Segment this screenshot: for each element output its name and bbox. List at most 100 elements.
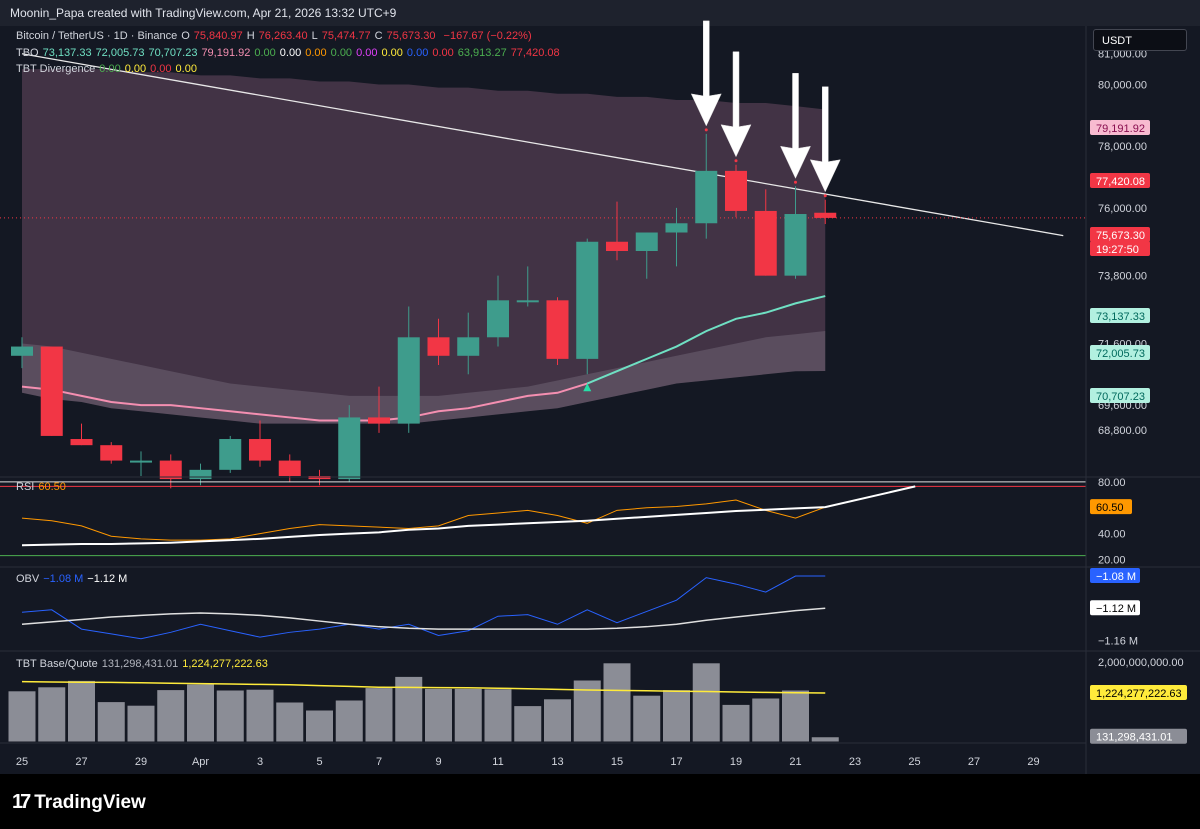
- candle-body: [516, 300, 539, 303]
- rsi-legend: RSI 60.50: [16, 481, 70, 493]
- resistance-dot: [823, 194, 827, 198]
- volume-bar: [424, 687, 453, 743]
- trendline: [21, 53, 1064, 237]
- price-axis-tick: 81,000.00: [1098, 49, 1147, 61]
- rsi-axis-tick: 40.00: [1098, 529, 1126, 541]
- tbo-fast-line-teal: [586, 295, 826, 385]
- price-badge-label: 70,707.23: [1096, 391, 1145, 403]
- obv-ma-badge: [1090, 600, 1140, 616]
- time-axis-tick: 9: [435, 756, 441, 768]
- time-axis-tick: 27: [75, 756, 87, 768]
- divergence-values: 0.00 0.00 0.00 0.00: [99, 63, 201, 75]
- time-axis-tick: 29: [135, 756, 147, 768]
- volume-bar: [721, 703, 751, 743]
- rsi-line: [21, 499, 826, 541]
- ohlc-value-C: 75,673.30: [386, 30, 436, 42]
- divergence-legend: TBT Divergence 0.00 0.00 0.00 0.00: [16, 63, 205, 75]
- rsi-label: RSI: [16, 481, 35, 493]
- tbo-fast-line-pink: [21, 382, 588, 422]
- candle-body: [546, 300, 569, 359]
- tbo-cloud: [22, 69, 826, 424]
- tradingview-logo[interactable]: 17 TradingView: [12, 791, 146, 814]
- time-axis-tick: 15: [611, 756, 623, 768]
- time-axis-tick: 25: [16, 756, 28, 768]
- price-change: −167.67 (−0.22%): [443, 30, 532, 42]
- price-axis-tick: 78,000.00: [1098, 141, 1147, 153]
- price-badge: [1090, 241, 1150, 256]
- volume-bar: [275, 701, 305, 743]
- candle-body: [576, 241, 599, 359]
- rsi-pane: [0, 481, 1086, 557]
- currency-button[interactable]: USDT: [1093, 29, 1187, 51]
- candle-body: [368, 417, 390, 424]
- volume-bar: [215, 689, 245, 743]
- volume-pane: [7, 662, 840, 743]
- tradingview-logo-icon: 17: [12, 791, 31, 813]
- footer: [0, 774, 1200, 829]
- chart-canvas[interactable]: 81,000.0080,000.0078,000.0077,000.0076,0…: [0, 0, 1200, 774]
- volume-legend: TBT Base/Quote 131,298,431.01 1,224,277,22…: [16, 658, 272, 670]
- candle-body: [11, 346, 33, 356]
- resistance-dot: [704, 128, 708, 132]
- tbo-values: 73,137.33 72,005.73 70,707.23 79,191.92 0.00…: [43, 47, 564, 59]
- time-axis-tick: 29: [1027, 756, 1039, 768]
- candle-body: [665, 223, 688, 233]
- price-badge: [1090, 227, 1150, 242]
- candle-body: [70, 439, 93, 446]
- rsi-badge: [1090, 499, 1132, 515]
- volume-bar: [126, 704, 156, 743]
- volume-bar: [334, 699, 364, 743]
- tbo-value: 0.00: [381, 47, 403, 59]
- time-axis-tick: 21: [789, 756, 801, 768]
- volume-bar: [632, 694, 662, 743]
- resistance-dot: [734, 159, 738, 163]
- time-axis-tick: Apr: [192, 756, 209, 768]
- tbo-value: 0.00: [406, 47, 429, 59]
- obv-line: [21, 575, 826, 640]
- price-badge: [1090, 345, 1150, 360]
- time-axis-tick: 19: [730, 756, 742, 768]
- rsi-badge-label: 60.50: [1096, 502, 1124, 514]
- volume-ma-badge-label: 1,224,277,222.63: [1096, 688, 1182, 700]
- symbol-label: Bitcoin / TetherUS · 1D · Binance: [16, 30, 178, 42]
- tbo-value: 77,420.08: [510, 47, 560, 59]
- volume-bar: [810, 736, 840, 743]
- volume-bar: [691, 662, 721, 743]
- volume-bar: [305, 709, 334, 743]
- candle-body: [814, 212, 837, 218]
- time-axis-tick: 25: [908, 756, 920, 768]
- volume-bar: [156, 689, 186, 743]
- volume-bar: [483, 688, 513, 743]
- price-axis-tick: 73,800.00: [1098, 271, 1147, 283]
- volume-bar: [394, 675, 424, 743]
- price-axis-tick: 68,800.00: [1098, 425, 1147, 437]
- volume-bar: [186, 683, 215, 743]
- volume-bar: [96, 701, 126, 743]
- tbo-value: 0.00: [356, 47, 378, 59]
- divergence-value: 0.00: [99, 63, 121, 75]
- ohlc-letter-O: O: [181, 30, 190, 42]
- obv-ma-badge-label: −1.12 M: [1096, 603, 1136, 615]
- candle-body: [100, 445, 123, 461]
- volume-bar: [543, 698, 572, 743]
- obv-legend: OBV −1.08 M −1.12 M: [16, 573, 131, 585]
- volume-bar: [781, 689, 810, 743]
- time-axis-tick: 23: [849, 756, 861, 768]
- arrow-down-icon: [720, 51, 752, 158]
- obv-label: OBV: [16, 573, 40, 585]
- price-legend: Bitcoin / TetherUS · 1D · Binance O 75,840…: [16, 30, 536, 42]
- volume-ma-value: 1,224,277,222.63: [182, 658, 268, 670]
- candle-body: [40, 346, 63, 436]
- obv-badge: [1090, 568, 1140, 584]
- volume-badge: [1090, 728, 1187, 744]
- price-badge-label: 79,191.92: [1096, 123, 1145, 135]
- candle-body: [249, 439, 271, 461]
- tbo-value: 70,707.23: [148, 47, 198, 59]
- time-axis-tick: 3: [257, 756, 263, 768]
- tbo-legend: TBO 73,137.33 72,005.73 70,707.23 79,191.92 0…: [16, 47, 568, 59]
- volume-bar: [453, 687, 483, 743]
- price-axis-tick: 69,600.00: [1098, 400, 1147, 412]
- resistance-dot: [794, 180, 797, 184]
- price-badge-label: 73,137.33: [1096, 311, 1145, 323]
